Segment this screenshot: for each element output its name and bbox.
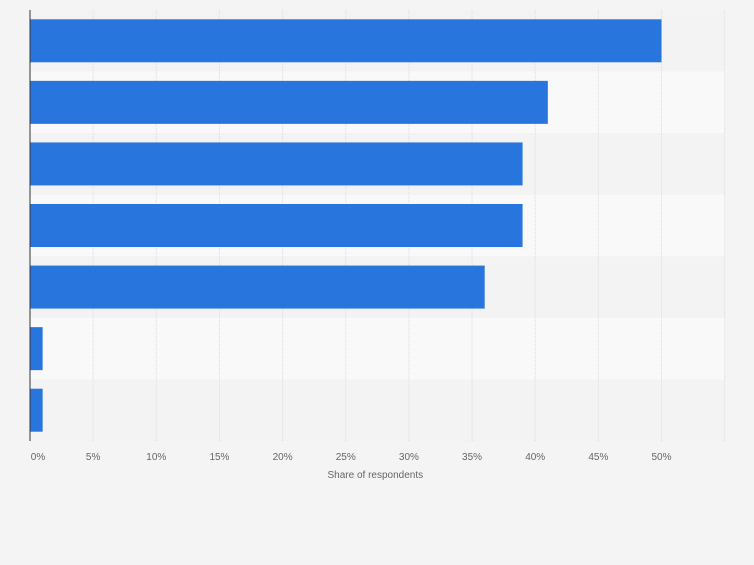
row-band	[30, 379, 725, 441]
x-tick-label: 5%	[86, 452, 101, 463]
x-axis-title: Share of respondents	[328, 470, 424, 481]
x-tick-label: 40%	[525, 452, 545, 463]
x-tick-label: 15%	[209, 452, 229, 463]
x-tick-label: 30%	[399, 452, 419, 463]
x-tick-label: 20%	[273, 452, 293, 463]
bar	[30, 19, 662, 63]
bar	[30, 204, 523, 247]
x-tick-label: 35%	[462, 452, 482, 463]
bar	[30, 388, 43, 432]
x-tick-label: 45%	[588, 452, 608, 463]
x-tick-label: 50%	[651, 452, 671, 463]
x-tick-label: 0%	[31, 452, 46, 463]
bar	[30, 327, 43, 371]
bars	[30, 19, 662, 432]
x-tick-label: 10%	[146, 452, 166, 463]
bar	[30, 80, 548, 124]
row-band	[30, 317, 725, 380]
bar	[30, 142, 523, 186]
x-tick-label: 25%	[336, 452, 356, 463]
x-tick-labels: 0% 5% 10% 15% 20% 25% 30% 35% 40% 45% 50%	[31, 452, 672, 463]
bar	[30, 265, 485, 309]
